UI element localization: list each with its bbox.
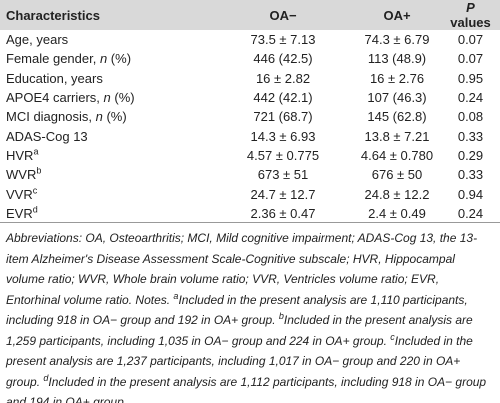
table-cell: 16 ± 2.82 [255, 70, 311, 86]
table-row: Education, years 16 ± 2.82 16 ± 2.76 0.95 [0, 69, 500, 88]
table-row: MCI diagnosis, n (%) 721 (68.7) 145 (62.8)… [0, 107, 500, 126]
text-segment: (%) [107, 51, 132, 67]
table-cell: 0.33 [457, 128, 484, 144]
table-cell: Education, years [6, 70, 103, 86]
text-segment: b [278, 311, 284, 322]
text-segment: Included in the present analysis are 1,2… [6, 313, 473, 348]
text-segment: n [99, 51, 108, 67]
table-cell: 0.07 [457, 51, 484, 67]
text-segment: WVR [6, 167, 37, 183]
header-row: Characteristics OA− OA+ P values [0, 0, 500, 30]
table-row: APOE4 carriers, n (%) 442 (42.1) 107 (46.3… [0, 88, 500, 107]
table-row: EVRd 2.36 ± 0.47 2.4 ± 0.49 0.24 [0, 204, 500, 223]
text-segment: values [450, 15, 491, 30]
table-cell: VVRc [0, 184, 213, 203]
text-segment: Included in the present analysis are 1,1… [6, 292, 468, 328]
table-header: Characteristics OA− OA+ P values [0, 0, 500, 30]
text-segment: P [466, 0, 475, 15]
table-cell: WVRb [0, 165, 213, 184]
text-segment: Abbreviations: OA, Osteoarthritis; MCI, … [6, 231, 478, 307]
table-cell: 0.29 [457, 147, 484, 163]
table-cell: 721 (68.7) [253, 109, 313, 125]
table-cell: 14.3 ± 6.93 [250, 128, 316, 144]
header-cell: Characteristics [6, 7, 100, 23]
text-segment: n [103, 90, 111, 106]
table-cell: 0.24 [457, 90, 484, 106]
table-cell: 0.07 [457, 32, 484, 48]
text-segment: HVR [6, 147, 34, 163]
table-cell: 0.33 [457, 167, 484, 183]
table-cell: Female gender, n (%) [0, 49, 213, 68]
table-row: HVRa 4.57 ± 0.775 4.64 ± 0.780 0.29 [0, 146, 500, 165]
text-segment: Included in the present analysis are 1,1… [6, 374, 487, 403]
text-segment: MCI diagnosis, [6, 109, 96, 125]
table-cell: HVRa [0, 146, 213, 165]
table-cell: 4.57 ± 0.775 [246, 147, 320, 163]
text-segment: (%) [110, 90, 135, 106]
table-cell: 676 ± 50 [371, 167, 423, 183]
table-cell: 16 ± 2.76 [369, 70, 425, 86]
text-segment: b [36, 165, 42, 176]
text-segment: VVR [6, 186, 33, 202]
table-cell: 13.8 ± 7.21 [364, 128, 430, 144]
table-cell: 145 (62.8) [367, 109, 427, 125]
table-cell: 2.4 ± 0.49 [368, 205, 426, 221]
table-row: Age, years 73.5 ± 7.13 74.3 ± 6.79 0.07 [0, 30, 500, 49]
table-cell: 0.24 [457, 205, 484, 221]
text-segment: c [32, 185, 38, 196]
text-segment: d [32, 204, 38, 215]
table-cell: 0.08 [457, 109, 484, 125]
table-cell: 442 (42.1) [253, 90, 313, 106]
table: Characteristics OA− OA+ P values Age, years… [0, 0, 500, 223]
table-cell: Age, years [6, 32, 69, 48]
text-segment: Female gender, [6, 51, 100, 67]
table-cell: 673 ± 51 [257, 167, 309, 183]
text-segment: c [390, 331, 395, 342]
table-cell: EVRd [0, 204, 213, 223]
text-segment: a [33, 146, 39, 157]
table-cell: 107 (46.3) [367, 90, 427, 106]
header-cell: OA− [269, 7, 297, 23]
table-cell: 73.5 ± 7.13 [250, 32, 316, 48]
table-cell: MCI diagnosis, n (%) [0, 107, 213, 126]
text-segment: n [95, 109, 103, 125]
header-cell: OA+ [383, 7, 411, 23]
text-segment: d [43, 372, 49, 383]
table-cell: 2.36 ± 0.47 [250, 205, 316, 221]
text-segment: APOE4 carriers, [6, 90, 104, 106]
table-cell: ADAS-Cog 13 [6, 128, 88, 144]
text-segment: EVR [6, 205, 33, 221]
footnote: Abbreviations: OA, Osteoarthritis; MCI, … [0, 223, 500, 403]
table-row: ADAS-Cog 13 14.3 ± 6.93 13.8 ± 7.21 0.33 [0, 126, 500, 145]
table-cell: 446 (42.5) [253, 51, 313, 67]
table-row: WVRb 673 ± 51 676 ± 50 0.33 [0, 165, 500, 184]
text-segment: Included in the present analysis are 1,2… [6, 333, 473, 389]
table-row: VVRc 24.7 ± 12.7 24.8 ± 12.2 0.94 [0, 184, 500, 203]
table-cell: 0.94 [457, 186, 484, 202]
table-cell: APOE4 carriers, n (%) [0, 88, 213, 107]
table-cell: 74.3 ± 6.79 [364, 32, 430, 48]
table-cell: 4.64 ± 0.780 [360, 147, 434, 163]
header-cell: P values [441, 0, 500, 30]
table-cell: 24.8 ± 12.2 [364, 186, 430, 202]
table-row: Female gender, n (%) 446 (42.5) 113 (48.9)… [0, 49, 500, 68]
table-cell: 0.95 [457, 70, 484, 86]
table-cell: 24.7 ± 12.7 [250, 186, 316, 202]
text-segment: (%) [102, 109, 127, 125]
table-cell: 113 (48.9) [367, 51, 427, 67]
text-segment: a [173, 290, 179, 301]
table-body: Age, years 73.5 ± 7.13 74.3 ± 6.79 0.07 Fema… [0, 30, 500, 223]
